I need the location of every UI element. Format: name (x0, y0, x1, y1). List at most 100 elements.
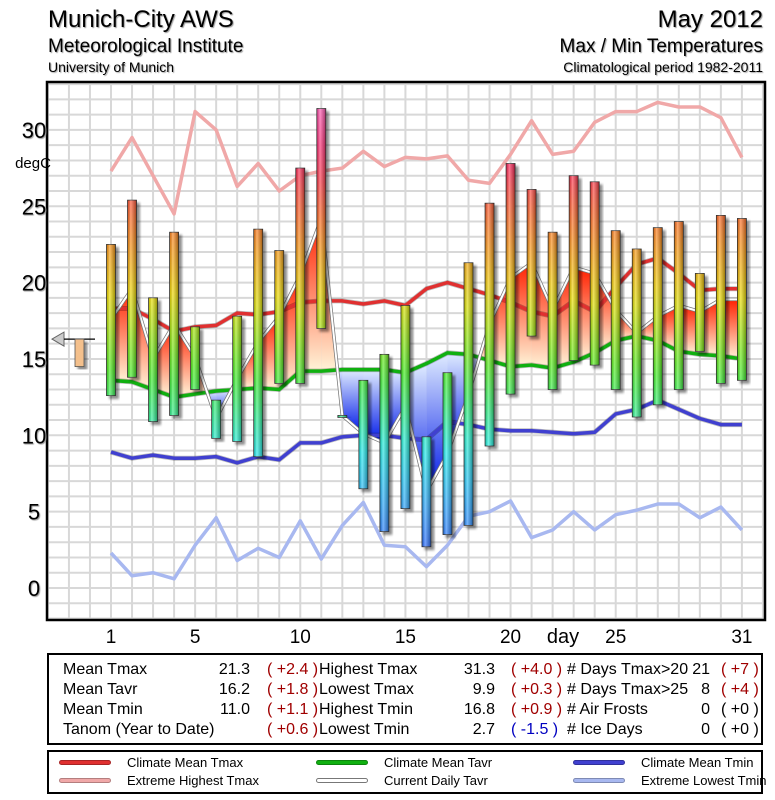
legend-label: Extreme Lowest Tmin (641, 773, 767, 788)
bar-day-10 (295, 167, 306, 384)
legend-item: Climate Mean Tmin (573, 755, 753, 770)
bar-day-6 (211, 399, 222, 439)
plot-frame (45, 80, 767, 622)
warm-anomaly-fill (174, 323, 196, 398)
bar-day-4 (169, 231, 179, 416)
bar-day-7 (232, 315, 243, 442)
bar-day-26 (631, 248, 642, 418)
stat-value: 31.3 (463, 661, 495, 678)
bar-shine (695, 273, 705, 352)
bar-shine (337, 415, 347, 418)
stat-value: 9.9 (472, 681, 495, 698)
y-tick-label: 30 (22, 118, 46, 143)
bar-shine (358, 380, 368, 489)
bar-shine (400, 305, 410, 509)
y-axis-label: degC (15, 155, 51, 172)
cold-anomaly-fill (447, 352, 469, 454)
legend-item: Extreme Highest Tmax (59, 773, 259, 788)
stat-label: # Ice Days (567, 721, 643, 738)
bar-shine (169, 232, 179, 416)
bar-day-9 (274, 250, 285, 384)
stat-label: Highest Tmax (319, 661, 418, 678)
stat-anomaly: ( +7 ) (721, 661, 759, 678)
bar-day-24 (589, 181, 600, 366)
bar-shine (674, 221, 684, 390)
bar-shine (295, 168, 305, 384)
stat-anomaly: ( +0 ) (721, 721, 759, 738)
reference-bar-body (74, 338, 85, 367)
bar-shine (232, 316, 242, 442)
legend-item: Climate Mean Tmax (59, 755, 243, 770)
bar-day-15 (400, 305, 411, 509)
warm-anomaly-fill (258, 316, 280, 390)
bar-day-1 (106, 244, 116, 396)
stat-label: Mean Tmin (63, 701, 143, 718)
bar-shine (653, 227, 663, 405)
x-tick-label: 20 (500, 627, 521, 648)
stat-value: 8 (701, 681, 710, 698)
legend-label: Current Daily Tavr (384, 773, 488, 788)
legend-swatch (573, 778, 625, 783)
climatology-title: Climatological period 1982-2011 (563, 59, 763, 75)
bar-shine (569, 175, 579, 361)
bar-day-17 (442, 372, 453, 535)
legend-label: Extreme Highest Tmax (127, 773, 259, 788)
period-title: May 2012 (657, 6, 763, 33)
bar-shine (211, 400, 221, 439)
reference-bar (74, 338, 85, 367)
x-tick-label: 5 (190, 627, 201, 648)
bar-day-14 (379, 353, 390, 532)
stat-label: # Air Frosts (567, 701, 648, 718)
y-tick-label: 10 (22, 423, 46, 448)
stat-label: # Days Tmax>25 (567, 681, 689, 698)
bar-day-8 (253, 228, 264, 458)
warm-anomaly-fill (720, 299, 742, 359)
bar-shine (421, 436, 431, 547)
legend-swatch (59, 778, 111, 783)
university-title: University of Munich (48, 59, 175, 75)
warm-anomaly-fill (657, 305, 679, 352)
warm-anomaly-fill (300, 218, 322, 372)
bar-shine (527, 189, 537, 337)
bar-shine (106, 244, 116, 396)
stat-value: 0 (701, 701, 710, 718)
stat-label: Tanom (Year to Date) (63, 721, 215, 738)
temperature-bars (106, 108, 747, 548)
legend-swatch (573, 760, 625, 765)
bar-day-12 (337, 415, 348, 418)
stat-value: 0 (701, 721, 710, 738)
stat-anomaly: ( +4 ) (721, 681, 759, 698)
stat-value: 16.8 (463, 701, 495, 718)
warm-anomaly-fill (153, 323, 175, 398)
bar-day-23 (568, 175, 579, 361)
bar-day-27 (652, 227, 663, 406)
warm-anomaly-fill (132, 288, 154, 390)
stat-value: 21 (692, 661, 710, 678)
y-tick-label: 5 (28, 500, 40, 525)
x-tick-labels: 1 5 10 15 20 25 31 (106, 627, 753, 648)
stat-anomaly: ( +0.3 ) (511, 681, 563, 698)
legend-swatch (316, 778, 368, 783)
stat-label: Mean Tavr (63, 681, 138, 698)
stat-value: 11.0 (220, 701, 250, 718)
legend: Climate Mean Tmax Extreme Highest Tmax Cli… (47, 750, 766, 794)
legend-label: Climate Mean Tmin (641, 755, 754, 770)
y-tick-labels: 0 5 10 15 20 25 30 (22, 118, 46, 601)
legend-item: Climate Mean Tavr (316, 755, 492, 770)
x-tick-label: 10 (290, 627, 311, 648)
warm-anomaly-fill (594, 273, 616, 353)
stat-anomaly: ( +4.0 ) (511, 661, 563, 678)
legend-swatch (316, 760, 368, 765)
bar-day-11 (316, 108, 327, 329)
stat-anomaly: ( -1.5 ) (511, 721, 559, 738)
x-axis-label: day (547, 626, 579, 648)
bar-day-30 (715, 215, 726, 384)
legend-item: Extreme Lowest Tmin (573, 773, 766, 788)
bar-day-22 (547, 231, 558, 390)
x-tick-label: 1 (106, 627, 117, 648)
station-title: Munich-City AWS (48, 6, 234, 33)
stat-value: 2.7 (472, 721, 495, 738)
bar-day-28 (673, 221, 684, 390)
bar-day-13 (358, 379, 369, 490)
